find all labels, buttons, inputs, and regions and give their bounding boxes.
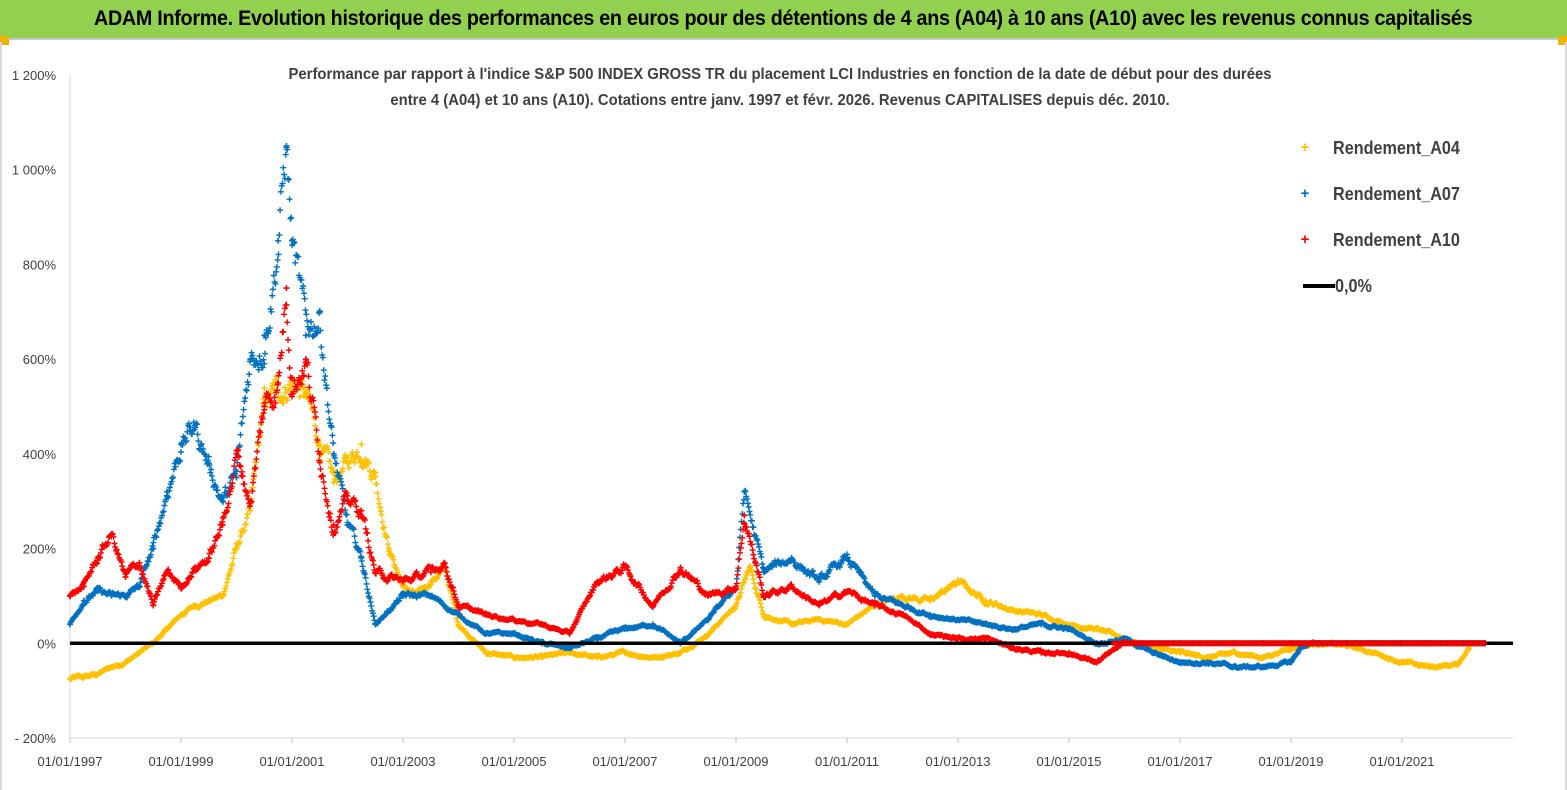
y-tick-label: 600% [23,352,57,367]
x-tick-label: 01/01/2009 [703,754,768,769]
scatter-cloud [67,301,1489,666]
data-point [275,237,282,244]
y-tick-label: 1 200% [12,68,57,83]
corner-handle-right [1558,36,1567,45]
banner-title: ADAM Informe. Evolution historique des p… [94,7,1473,30]
x-tick-label: 01/01/2015 [1036,754,1101,769]
y-tick-label: 0% [37,636,56,651]
frame-left [0,42,2,790]
y-tick-label: 200% [23,542,57,557]
series-rendement_a10 [67,285,1489,666]
x-tick-label: 01/01/2019 [1258,754,1323,769]
plus-icon: + [1300,231,1310,248]
y-tick-label: 800% [23,257,57,272]
x-tick-label: 01/01/1997 [37,754,102,769]
banner: ADAM Informe. Evolution historique des p… [0,0,1567,40]
legend-line-icon [1303,284,1335,288]
axes: - 200% 0% 200% 400% 600% 800% 1 000% 1 200% 01/0… [12,68,1513,769]
scatter-cloud [67,373,1472,682]
legend-item-a10: + Rendement_A10 [1277,228,1474,252]
legend-label-a07: Rendement_A07 [1333,183,1460,204]
y-tick-label: - 200% [15,731,57,746]
series-rendement_a04 [67,373,1472,682]
series-marks [67,143,1489,682]
legend-item-zero: 0,0% [1277,274,1376,298]
legend-label-zero: 0,0% [1335,275,1372,296]
chart-title: Performance par rapport à l'indice S&P 5… [213,62,1348,114]
chart-title-line2: entre 4 (A04) et 10 ans (A10). Cotations… [390,92,1170,109]
series-a10-flat-segment [1110,640,1488,647]
plus-icon: + [1300,139,1310,156]
legend-label-a04: Rendement_A04 [1333,137,1460,158]
zero-reference-line [70,640,1513,647]
x-tick-label: 01/01/2013 [925,754,990,769]
data-point [741,512,748,519]
y-tick-label: 1 000% [12,163,57,178]
data-point [283,285,290,292]
legend: + Rendement_A04 + Rendement_A07 + Rendem… [1277,126,1515,310]
y-tick-label: 400% [23,447,57,462]
frame-right [1565,42,1567,790]
x-tick-label: 01/01/1999 [148,754,213,769]
plus-icon: + [1300,185,1310,202]
x-tick-label: 01/01/2005 [481,754,546,769]
chart-svg: - 200% 0% 200% 400% 600% 800% 1 000% 1 200% 01/0… [12,68,1513,769]
x-tick-label: 01/01/2017 [1147,754,1212,769]
corner-handle-left [0,36,9,45]
legend-item-a04: + Rendement_A04 [1277,136,1474,160]
x-tick-label: 01/01/2007 [592,754,657,769]
legend-item-a07: + Rendement_A07 [1277,182,1474,206]
x-tick-label: 01/01/2001 [259,754,324,769]
x-tick-label: 01/01/2003 [370,754,435,769]
legend-label-a10: Rendement_A10 [1333,229,1460,250]
chart-area: - 200% 0% 200% 400% 600% 800% 1 000% 1 200% 01/0… [0,42,1567,790]
x-tick-label: 01/01/2011 [815,754,879,769]
x-tick-label: 01/01/2021 [1369,754,1434,769]
data-point [358,441,365,448]
chart-title-line1: Performance par rapport à l'indice S&P 5… [288,66,1272,83]
